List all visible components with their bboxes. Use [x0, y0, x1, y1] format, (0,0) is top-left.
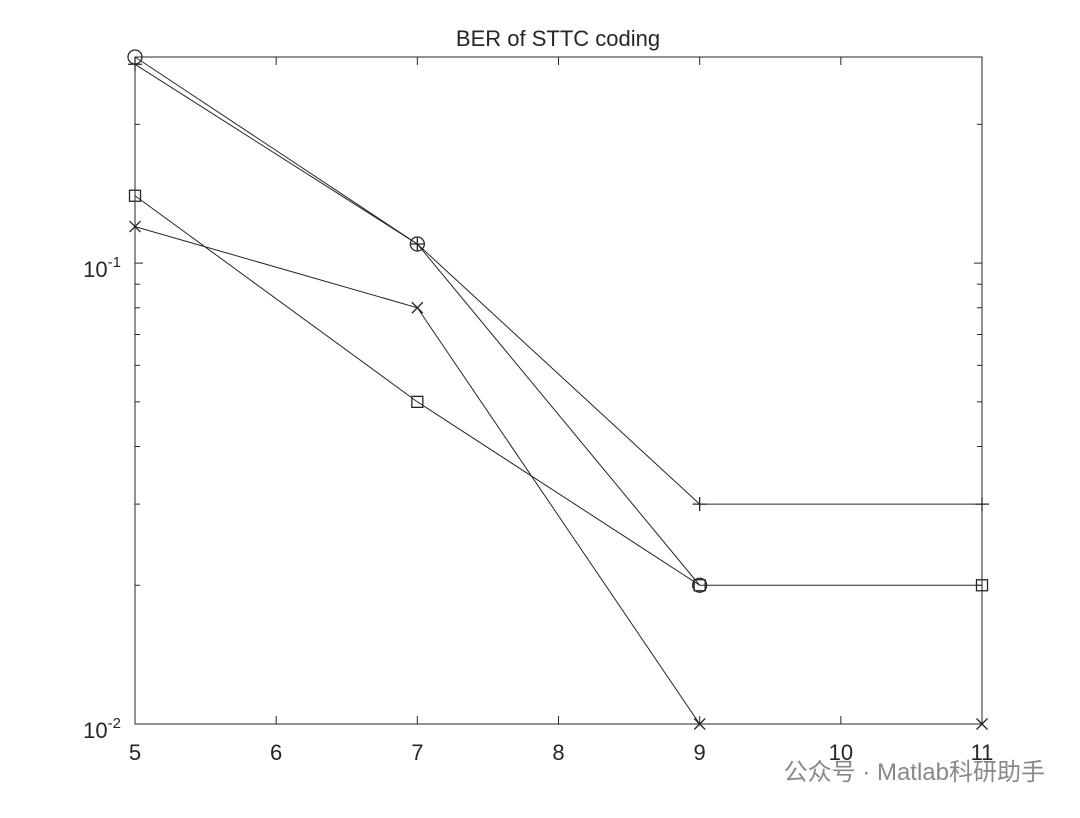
y-tick-base: 10	[83, 257, 107, 282]
marker	[128, 57, 142, 72]
series-line	[134, 63, 982, 505]
marker	[975, 579, 989, 592]
y-tick-label: 10-2	[83, 715, 121, 743]
marker	[410, 237, 425, 252]
watermark: 公众号 · Matlab科研助手	[784, 759, 1045, 786]
series-line	[134, 226, 982, 725]
y-tick-base: 10	[83, 718, 107, 743]
marker	[692, 497, 707, 512]
x-tick-label: 7	[411, 740, 423, 765]
marker	[976, 718, 988, 730]
marker	[129, 220, 141, 233]
marker	[411, 395, 424, 408]
x-tick-label: 10	[829, 740, 853, 765]
x-tick-label: 11	[971, 740, 994, 765]
marker	[693, 718, 706, 730]
marker	[975, 497, 989, 512]
x-tick-label: 8	[552, 740, 564, 765]
x-tick-label: 6	[270, 740, 282, 765]
marker	[411, 301, 424, 314]
x-tick-label: 5	[129, 740, 141, 765]
series-line	[134, 195, 982, 586]
y-tick-exponent: -1	[108, 254, 121, 271]
x-tick-label: 9	[694, 740, 706, 765]
chart-title: BER of STTC coding	[456, 26, 660, 51]
y-tick-exponent: -2	[108, 715, 121, 732]
marker	[128, 189, 142, 202]
y-tick-label: 10-1	[83, 254, 121, 282]
marker	[693, 579, 706, 592]
